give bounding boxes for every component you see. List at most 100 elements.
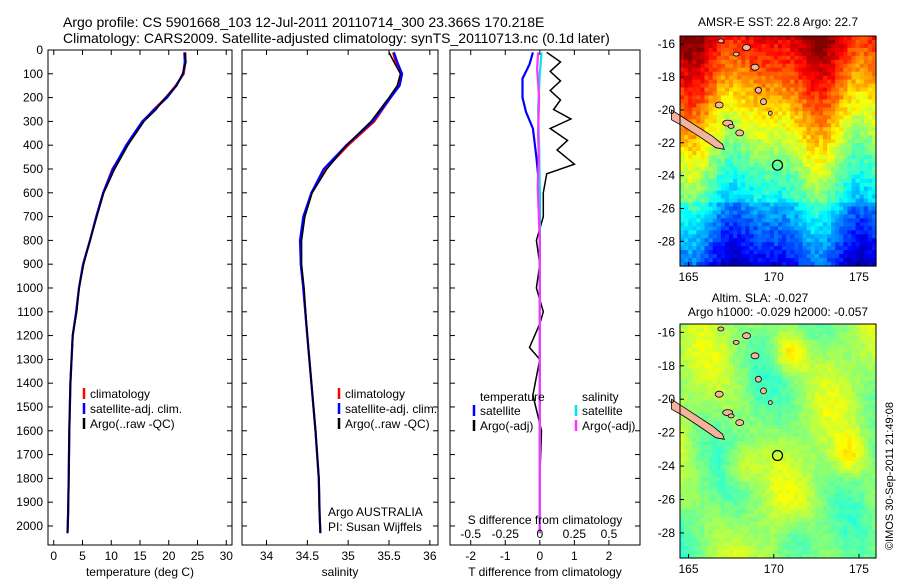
sla_map-cell [753,328,759,333]
sst_map-cell [749,246,755,251]
sst_map-cell [806,131,812,136]
sla_map-cell [802,424,808,430]
sst_map-cell [867,51,873,57]
sst_map-cell [757,198,763,204]
sla_map-cell [810,428,816,434]
sst_map-cell [749,47,755,53]
sst_map-cell [688,67,693,73]
sst_map-cell [798,63,804,69]
sst_map-cell [692,254,697,259]
sst_map-cell [733,258,738,263]
sla_map-cell [810,356,816,361]
sst_map-cell [737,202,742,208]
sst_map-cell [720,111,726,116]
sla_map-cell [716,368,722,374]
salinity-diff-tick-label: 0.25 [563,527,587,541]
sla_map-cell [871,352,877,357]
sla_map-cell [720,384,726,390]
sst_map-cell [696,107,702,112]
sla_map-cell [786,396,791,402]
sst_map-cell [798,36,804,41]
sst_map-cell [782,230,787,235]
sla_map-cell [835,412,840,418]
sst_map-cell [716,182,722,188]
sst_map-cell [692,170,697,176]
sst_map-cell [680,43,685,49]
sla_map-cell [855,461,861,466]
sla_map-cell [688,324,693,329]
sst_map-cell [737,222,742,227]
sst_map-cell [749,135,755,140]
sst_map-cell [831,147,836,152]
sst_map-cell [733,254,738,259]
sla_map-cell [753,477,759,482]
sla_map-cell [773,453,779,458]
sla_map-cell [818,453,824,458]
sst_map-cell [798,67,804,73]
sst_map-cell [851,131,857,136]
sla_map-cell [688,436,693,442]
sst_map-cell [753,36,759,41]
sla_map-cell [814,396,820,402]
sla_map-cell [798,396,804,402]
sst_map-cell [859,186,865,192]
sla_map-cell [757,356,763,361]
sst_map-cell [859,178,865,184]
sla_map-cell [692,392,697,398]
sst_map-cell [786,103,791,108]
sla_map-cell [729,404,734,410]
sla_map-cell [835,372,840,378]
sst_map-cell [765,151,771,156]
sst_map-cell [765,91,771,97]
sst_map-cell [769,174,775,180]
sst_map-cell [708,119,714,124]
sst_map-cell [753,190,759,196]
sla_map-cell [851,324,857,329]
sst_map-cell [753,178,759,184]
sla_map-cell [782,392,787,398]
sst_map-cell [684,262,689,267]
sst_map-cell [741,178,746,184]
sla_map-cell [810,352,816,357]
sla_map-cell [708,396,714,402]
sst_map-cell [822,127,828,132]
sla_map-cell [851,408,857,414]
sst_map-cell [724,166,730,172]
sst_map-cell [737,119,742,124]
sst_map-cell [733,178,738,184]
sst_map-cell [749,59,755,65]
sla_map-cell [692,360,697,365]
sla_map-cell [741,356,746,361]
sla_map-cell [859,364,865,369]
sst_map-cell [855,254,861,259]
sst_map-cell [692,43,697,49]
sla_map-cell [712,412,718,418]
sst_map-cell [871,250,877,255]
sst_map-cell [745,83,751,89]
sst_map-cell [798,131,804,136]
sla_map-cell [863,332,869,337]
sst_map-cell [855,230,861,235]
sst_map-cell [704,258,710,263]
sst_map-cell [696,123,702,128]
sst_map-cell [839,36,844,41]
sla_map-cell [859,380,865,386]
sst_map-cell [782,202,787,208]
sla_map-cell [745,384,751,390]
sla_map-cell [863,328,869,333]
sla_map-cell [765,416,771,422]
sst_map-cell [778,214,783,220]
sst_map-cell [737,43,742,49]
sst_map-cell [806,99,812,105]
salinity-legend-label: Argo(..raw -QC) [345,417,430,431]
sla_map-cell [716,461,722,466]
sla_map-cell [843,332,849,337]
sla_map-cell [720,364,726,369]
sla_map-cell [806,388,812,394]
sst_map-cell [843,246,849,251]
sst_map-cell [867,83,873,89]
sla_map-cell [773,352,779,357]
sla_map-cell [822,424,828,430]
sst_map-cell [729,170,734,176]
sla_map-cell [843,408,849,414]
